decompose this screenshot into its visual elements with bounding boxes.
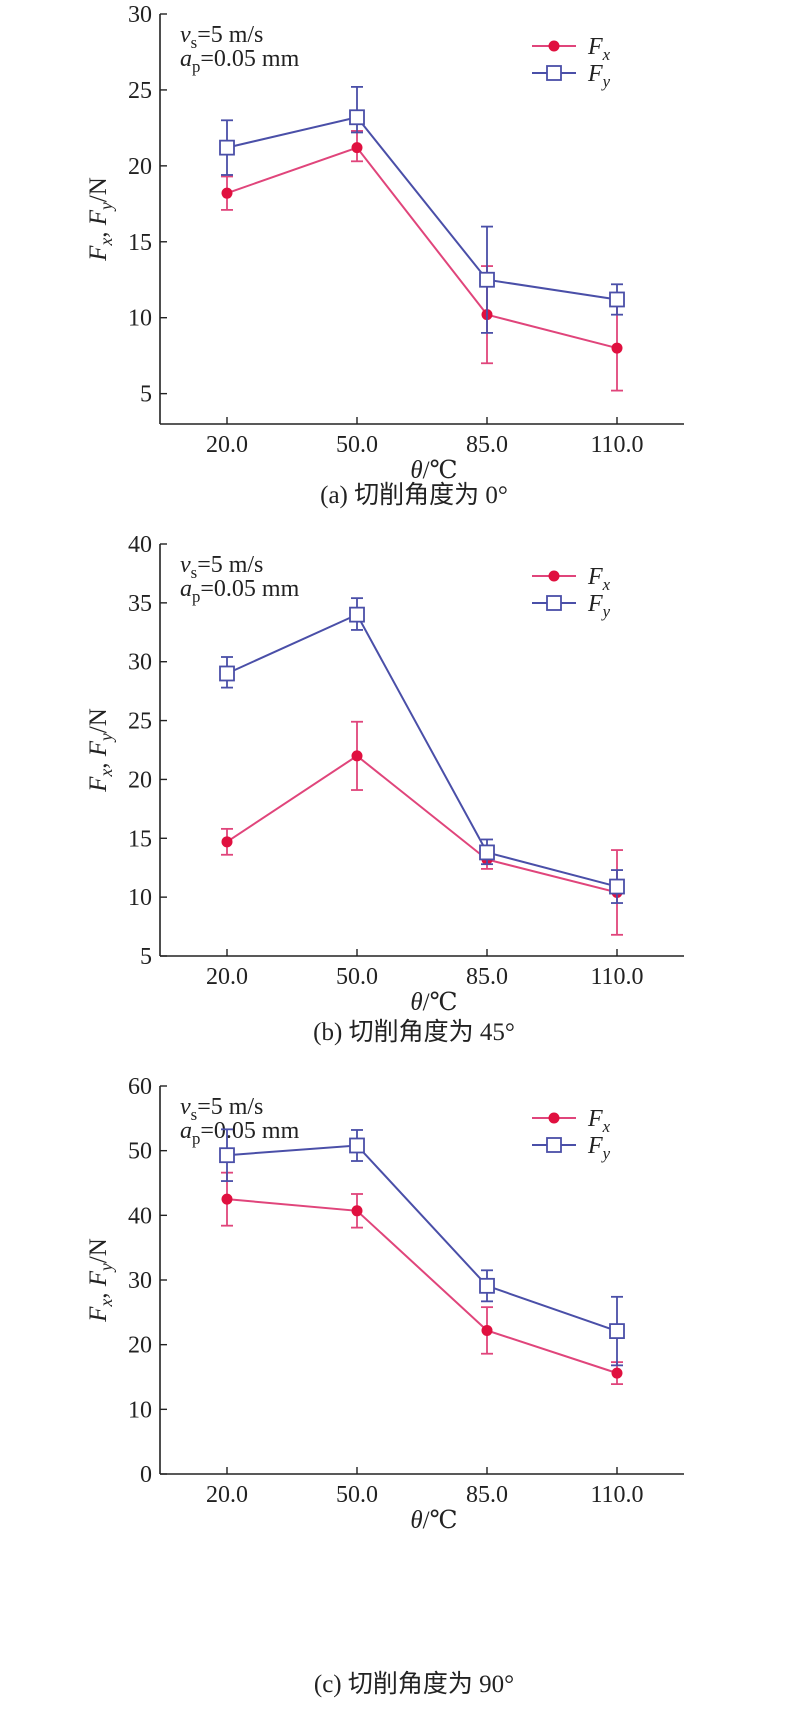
condition-annotation: ap​=0.05 mm xyxy=(180,1118,300,1148)
y-axis-title: Fx​, Fy​/N xyxy=(85,177,116,262)
legend-label: Fy​ xyxy=(587,591,611,621)
y-tick-label: 20 xyxy=(128,1333,152,1359)
series-line-fx xyxy=(226,146,618,350)
y-tick-label: 20 xyxy=(128,767,152,793)
y-tick-label: 35 xyxy=(128,591,152,617)
x-tick-label: 110.0 xyxy=(590,432,643,458)
chart-panel-2: 5 10 15 20 25 30 35 40 20.0 50.0 85.0 110.0 θ/℃ Fx​, … xyxy=(85,532,684,1046)
data-point-fy xyxy=(479,1277,495,1294)
legend-marker-circle xyxy=(548,1112,560,1124)
y-tick-label: 5 xyxy=(140,382,152,408)
chart-panel-3: 0 10 20 30 40 50 60 20.0 50.0 85.0 110.0 θ/℃ Fx​, Fy… xyxy=(85,1074,684,1698)
data-point-fy xyxy=(479,271,495,288)
x-tick-label: 50.0 xyxy=(336,432,378,458)
data-point-fx xyxy=(221,1193,233,1205)
x-axis-title: θ/℃ xyxy=(410,1507,457,1534)
x-tick-label: 85.0 xyxy=(466,432,508,458)
panel-caption: (c) 切削角度为 90° xyxy=(314,1670,514,1698)
y-tick-label: 15 xyxy=(128,230,152,256)
y-tick-label: 40 xyxy=(128,1203,152,1229)
y-tick-label: 30 xyxy=(128,1268,152,1294)
data-point-fx xyxy=(351,142,363,154)
data-point-fy xyxy=(219,139,235,156)
legend-label: Fx​ xyxy=(587,564,611,594)
data-point-fx xyxy=(611,1367,623,1379)
data-point-fx xyxy=(351,1205,363,1217)
condition-annotation: ap​=0.05 mm xyxy=(180,46,300,76)
y-tick-label: 5 xyxy=(140,944,152,970)
y-tick-label: 30 xyxy=(128,2,152,28)
legend-label: Fx​ xyxy=(587,34,611,64)
y-tick-label: 30 xyxy=(128,650,152,676)
series-line-fy xyxy=(226,613,618,888)
data-point-fy xyxy=(349,606,365,623)
data-point-fy xyxy=(349,109,365,126)
x-tick-label: 20.0 xyxy=(206,432,248,458)
x-tick-label: 50.0 xyxy=(336,964,378,990)
legend-marker-circle xyxy=(548,40,560,52)
y-axis-title: Fx​, Fy​/N xyxy=(85,708,116,793)
series-line-fy xyxy=(226,116,618,301)
data-point-fy xyxy=(219,1147,235,1164)
y-axis-title: Fx​, Fy​/N xyxy=(85,1238,116,1323)
x-tick-label: 20.0 xyxy=(206,1482,248,1508)
data-point-fx xyxy=(221,187,233,199)
x-axis-title: θ/℃ xyxy=(410,989,457,1016)
data-point-fy xyxy=(609,291,625,308)
chart-panel-1: 5 10 15 20 25 30 20.0 50.0 85.0 110.0 θ/℃ Fx​, Fy​/… xyxy=(85,2,684,509)
y-tick-label: 60 xyxy=(128,1074,152,1100)
y-tick-label: 20 xyxy=(128,154,152,180)
legend-marker-square xyxy=(546,65,562,81)
data-point-fx xyxy=(481,1324,493,1336)
x-tick-label: 20.0 xyxy=(206,964,248,990)
y-tick-label: 0 xyxy=(140,1462,152,1488)
legend-label: Fx​ xyxy=(587,1106,611,1136)
condition-annotation: vs​=5 m/s xyxy=(180,22,263,52)
y-tick-label: 50 xyxy=(128,1139,152,1165)
panel-caption: (a) 切削角度为 0° xyxy=(320,481,508,509)
y-tick-label: 25 xyxy=(128,709,152,735)
series-line-fx xyxy=(226,754,618,894)
series-line-fy xyxy=(226,1144,618,1333)
data-point-fy xyxy=(219,665,235,682)
x-tick-label: 85.0 xyxy=(466,1482,508,1508)
x-tick-label: 110.0 xyxy=(590,1482,643,1508)
y-tick-label: 25 xyxy=(128,78,152,104)
condition-annotation: vs​=5 m/s xyxy=(180,552,263,582)
legend-marker-square xyxy=(546,1137,562,1153)
legend-label: Fy​ xyxy=(587,1133,611,1163)
x-tick-label: 110.0 xyxy=(590,964,643,990)
data-point-fx xyxy=(221,836,233,848)
data-point-fy xyxy=(349,1137,365,1154)
y-tick-label: 10 xyxy=(128,885,152,911)
y-tick-label: 40 xyxy=(128,532,152,558)
x-tick-label: 50.0 xyxy=(336,1482,378,1508)
legend-marker-square xyxy=(546,595,562,611)
data-point-fy xyxy=(609,878,625,895)
condition-annotation: ap​=0.05 mm xyxy=(180,576,300,606)
x-axis-title: θ/℃ xyxy=(410,457,457,484)
x-tick-label: 85.0 xyxy=(466,964,508,990)
data-point-fx xyxy=(611,342,623,354)
panel-caption: (b) 切削角度为 45° xyxy=(313,1018,515,1046)
y-tick-label: 10 xyxy=(128,1397,152,1423)
y-tick-label: 15 xyxy=(128,826,152,852)
legend-marker-circle xyxy=(548,570,560,582)
y-tick-label: 10 xyxy=(128,306,152,332)
data-point-fx xyxy=(351,750,363,762)
legend-label: Fy​ xyxy=(587,61,611,91)
series-line-fx xyxy=(226,1198,618,1375)
condition-annotation: vs​=5 m/s xyxy=(180,1094,263,1124)
data-point-fy xyxy=(479,844,495,861)
data-point-fy xyxy=(609,1323,625,1339)
